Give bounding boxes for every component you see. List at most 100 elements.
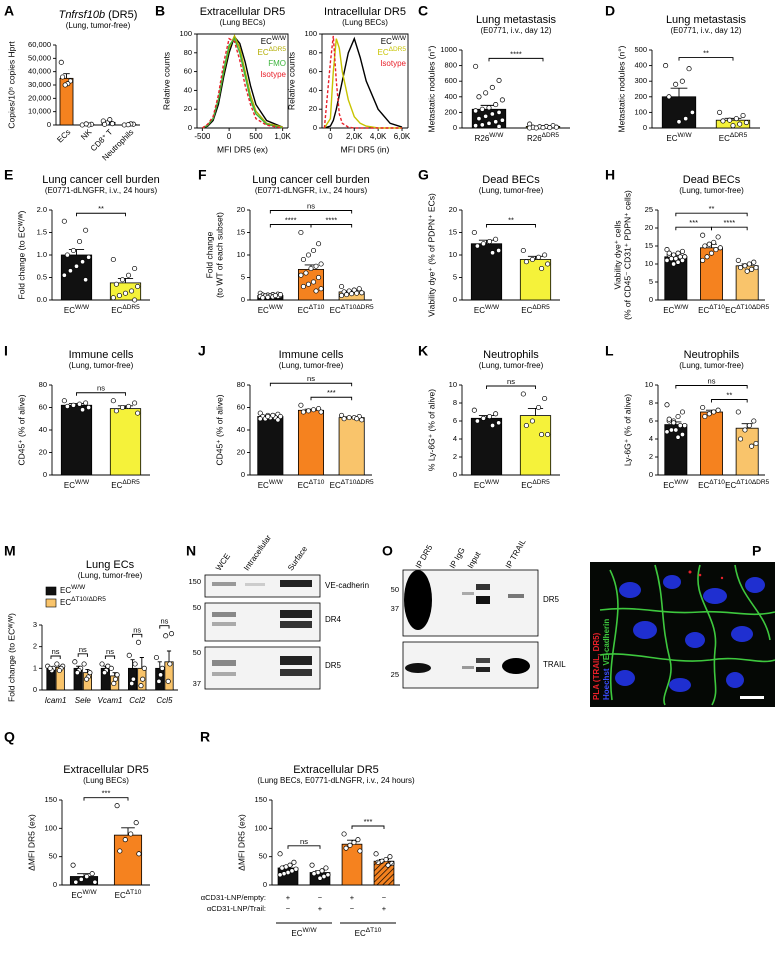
legend-label: ECΔT10/ΔDR5 [60,596,106,607]
x-tick-label: ECW/W [663,479,689,490]
legend-label: Isotype [380,59,406,68]
data-point [81,661,87,667]
y-tick-label: 5 [453,272,457,281]
band [476,667,490,672]
chart-title: Extracellular DR5 [293,764,379,776]
significance-label: ns [97,384,105,393]
chart-subtitle: (Lung BECs) [220,18,266,27]
data-point [542,395,548,402]
data-point [159,665,165,671]
band [212,582,236,586]
band-label: DR5 [543,595,560,604]
panel-label: B [155,3,165,19]
y-tick-label: 0 [53,880,57,889]
data-point [529,418,536,424]
chart-title: Tnfrsf10b (DR5) [59,9,138,21]
data-point [727,117,733,123]
label-sup: W/W [83,889,98,896]
condition-label: αCD31-LNP/empty: [201,893,266,902]
bar [60,404,93,476]
data-point [117,848,123,854]
chart-title: Intracellular DR5 [324,6,406,18]
data-point [62,82,68,88]
data-point [125,403,132,409]
data-point [702,243,708,249]
data-point [47,665,53,671]
data-point [135,410,141,416]
x-tick-label: ECΔT10ΔDR5 [725,304,769,315]
y-axis-label: Metastatic nodules (n°) [426,45,436,132]
data-point [679,248,686,254]
significance-label: ns [52,647,60,656]
y-tick-label: 80 [184,48,192,57]
y-tick-label: 3 [33,620,37,629]
x-tick-label: ECΔDR5 [521,479,550,490]
data-point [527,125,533,131]
data-point [318,286,324,292]
chart-subtitle: (Lung, tumor-free) [479,186,544,195]
data-point [483,113,489,119]
y-axis-label: Viability dye⁺ (% of PDPN⁺ ECs) [426,193,436,317]
data-point [706,241,712,247]
x-tick-label: ECΔT10ΔDR5 [330,479,374,490]
band [212,660,236,666]
title-text: Lung cancer cell burden [252,174,369,186]
y-tick-label: 100 [634,107,647,116]
y-tick-label: 1000 [440,45,457,54]
y-tick-label: 500 [634,45,647,54]
data-point [539,431,545,438]
data-point [720,118,726,124]
significance-label: *** [102,789,111,798]
data-point [668,256,674,262]
frame [322,33,409,128]
label-sup: W/W [485,479,500,486]
label-sup: ΔT10 [126,889,142,896]
data-point [168,631,175,637]
data-point [344,292,350,298]
band [280,656,312,665]
data-point [749,266,755,272]
bar [735,427,759,476]
data-point [110,256,116,263]
label-sup: ΔT10 [709,304,725,311]
data-point [746,422,752,429]
stain-label: Hoechst [602,668,611,700]
data-point [141,665,147,671]
data-point [486,413,493,420]
x-tick-label: NK [79,127,94,142]
data-point [664,402,670,408]
label-text: EC [474,306,485,315]
title-text: Immune cells [69,349,134,361]
error-bar [121,827,135,836]
condition-sign: − [350,904,355,913]
data-point [277,851,283,857]
data-point [277,872,283,878]
data-point [545,431,551,438]
y-tick-label: 400 [634,61,647,70]
panel-label: J [198,343,206,359]
data-point [355,837,361,843]
data-point [112,676,119,682]
chart-title: Extracellular DR5 [63,764,149,776]
data-point [76,401,83,407]
bar [257,416,284,476]
data-point [520,391,526,397]
histogram-line [201,37,283,129]
data-point [128,831,134,837]
data-point [489,111,495,117]
data-point [56,667,62,674]
band [476,584,490,590]
band [476,596,490,604]
label-text: EC [666,134,677,143]
bar [470,417,503,476]
data-point [706,411,712,417]
error-bar [527,407,544,416]
y-tick-label: 20 [645,223,653,232]
significance-label: *** [689,218,698,227]
band [462,592,474,595]
data-point [108,665,114,671]
data-point [480,415,487,421]
data-point [317,875,323,881]
group-label: ECW/W [291,927,317,938]
legend-name: Isotype [380,59,406,68]
